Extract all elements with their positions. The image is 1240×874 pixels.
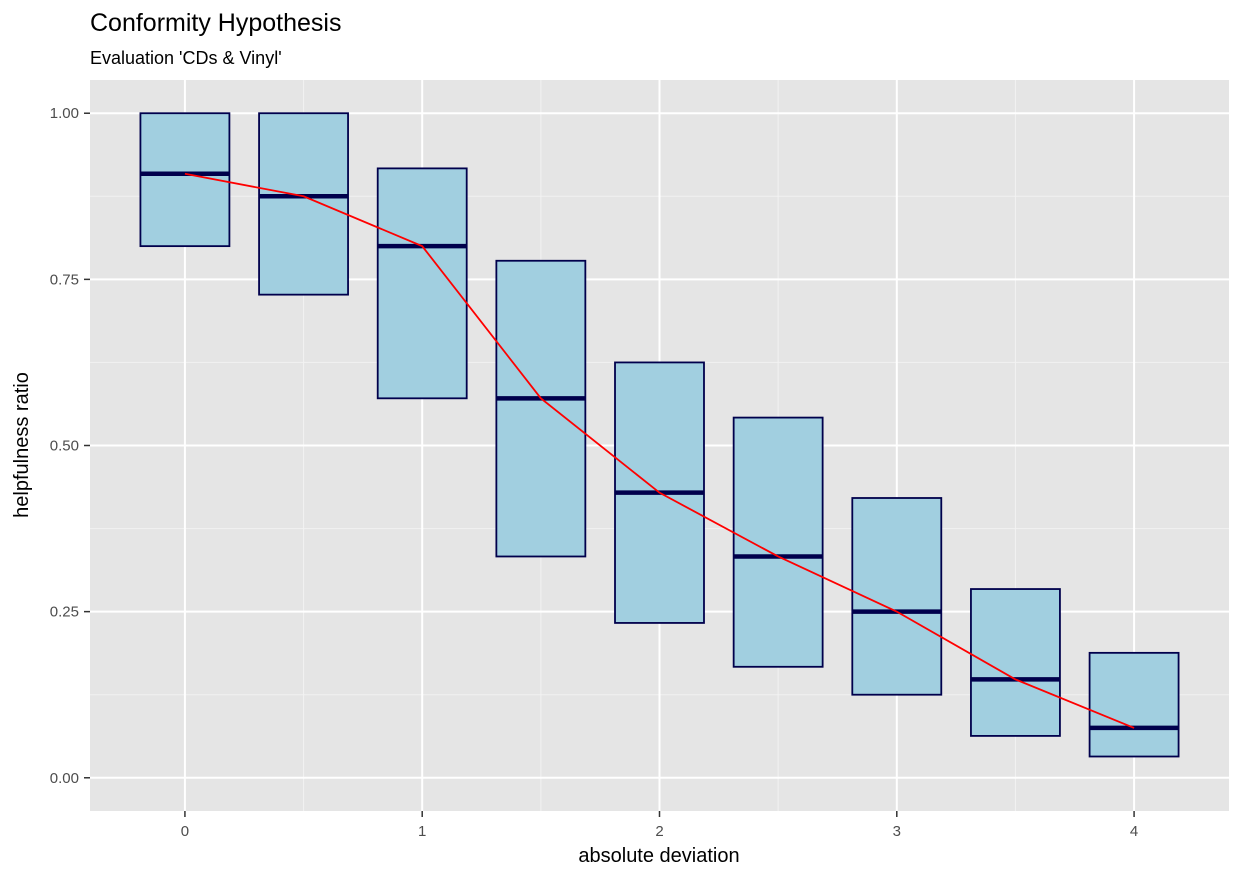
y-axis-title: helpfulness ratio bbox=[11, 372, 33, 518]
y-tick-label: 0.00 bbox=[50, 770, 79, 787]
x-tick-label: 4 bbox=[1130, 823, 1138, 840]
y-tick-label: 1.00 bbox=[50, 105, 79, 122]
y-tick-label: 0.75 bbox=[50, 271, 79, 288]
boxes-layer bbox=[139, 112, 1180, 758]
median-trend-layer bbox=[184, 172, 1135, 729]
box bbox=[495, 259, 587, 558]
y-axis: 0.00 0.25 0.50 0.75 1.00 bbox=[50, 105, 90, 787]
x-tick-label: 2 bbox=[655, 823, 663, 840]
box bbox=[851, 497, 943, 696]
box bbox=[732, 416, 824, 668]
chart-subtitle: Evaluation 'CDs & Vinyl' bbox=[90, 48, 282, 68]
box bbox=[1088, 651, 1180, 758]
x-tick-label: 1 bbox=[418, 823, 426, 840]
x-axis-title: absolute deviation bbox=[578, 845, 739, 867]
median-trend-line bbox=[184, 172, 1135, 729]
box bbox=[376, 167, 468, 400]
y-tick-label: 0.25 bbox=[50, 604, 79, 621]
x-axis: 0 1 2 3 4 bbox=[181, 811, 1138, 840]
y-tick-label: 0.50 bbox=[50, 438, 79, 455]
chart-title: Conformity Hypothesis bbox=[90, 9, 341, 37]
x-tick-label: 3 bbox=[893, 823, 901, 840]
box bbox=[258, 112, 349, 296]
x-tick-label: 0 bbox=[181, 823, 189, 840]
